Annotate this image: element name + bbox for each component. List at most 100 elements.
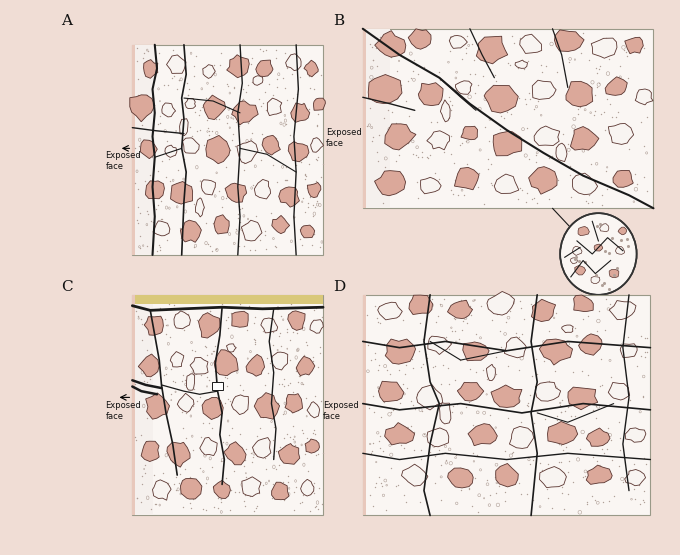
Point (282, 95, 292, 104)
Point (406, 397, 417, 406)
Point (583, 371, 594, 380)
Point (449, 314, 460, 323)
Point (250, 212, 261, 221)
Point (426, 341, 437, 350)
Point (615, 236, 626, 245)
Point (411, 178, 422, 186)
Polygon shape (296, 356, 315, 376)
Point (222, 374, 233, 383)
Point (258, 181, 269, 190)
Point (277, 380, 288, 389)
Point (271, 46, 282, 54)
Point (577, 28, 588, 37)
Polygon shape (447, 300, 473, 319)
Point (260, 226, 271, 235)
Polygon shape (620, 344, 637, 357)
Point (155, 242, 166, 251)
Point (600, 33, 611, 42)
Point (459, 190, 470, 199)
Point (600, 326, 611, 335)
Point (639, 173, 649, 181)
Point (577, 97, 588, 105)
Point (294, 499, 305, 508)
Point (591, 64, 602, 73)
Point (260, 380, 271, 389)
Point (260, 390, 271, 398)
Point (314, 484, 325, 493)
Point (432, 393, 443, 402)
Point (312, 363, 323, 372)
Point (275, 329, 286, 338)
Polygon shape (271, 482, 289, 500)
Point (633, 481, 644, 490)
Polygon shape (461, 127, 477, 140)
Point (557, 343, 568, 352)
Point (271, 349, 282, 357)
Point (413, 70, 424, 79)
Point (254, 423, 265, 432)
Point (248, 110, 258, 119)
Polygon shape (182, 138, 199, 153)
Point (536, 466, 547, 475)
Point (237, 204, 248, 213)
Point (286, 194, 296, 203)
Point (603, 434, 614, 443)
Polygon shape (594, 244, 602, 251)
Point (566, 412, 577, 421)
Point (208, 60, 219, 69)
Point (425, 448, 436, 457)
Point (177, 319, 188, 327)
Point (520, 39, 530, 48)
Point (297, 425, 308, 434)
Point (295, 234, 306, 243)
Point (580, 391, 591, 400)
Point (177, 89, 188, 98)
Point (484, 491, 495, 500)
Point (302, 434, 313, 443)
Point (452, 400, 462, 408)
Point (309, 322, 320, 331)
Point (372, 313, 383, 322)
Bar (363, 29, 390, 208)
Point (386, 407, 396, 416)
Point (210, 341, 221, 350)
Point (174, 478, 185, 487)
Point (151, 453, 162, 462)
Point (282, 63, 292, 72)
Point (163, 441, 173, 450)
Point (217, 203, 228, 211)
Bar (133, 295, 135, 516)
Point (588, 453, 598, 462)
Point (245, 137, 256, 146)
Point (171, 85, 182, 94)
Point (237, 144, 248, 153)
Point (316, 70, 326, 79)
Point (415, 362, 426, 371)
Point (291, 482, 302, 491)
Point (397, 175, 408, 184)
Point (205, 149, 216, 158)
Point (300, 356, 311, 365)
Point (234, 121, 245, 130)
Point (510, 329, 521, 337)
Point (496, 343, 507, 352)
Point (277, 219, 288, 228)
Polygon shape (547, 421, 578, 445)
Point (271, 75, 282, 84)
Polygon shape (272, 215, 290, 234)
Point (254, 398, 265, 407)
Point (226, 423, 237, 432)
Polygon shape (385, 124, 416, 150)
Polygon shape (486, 364, 496, 381)
Point (641, 460, 651, 468)
Point (523, 398, 534, 407)
Point (130, 379, 141, 388)
Point (202, 372, 213, 381)
Point (501, 108, 512, 117)
Point (270, 241, 281, 250)
Polygon shape (439, 403, 451, 424)
Text: Exposed
face: Exposed face (105, 151, 141, 171)
Point (594, 78, 605, 87)
Point (464, 70, 475, 79)
Point (456, 139, 467, 148)
